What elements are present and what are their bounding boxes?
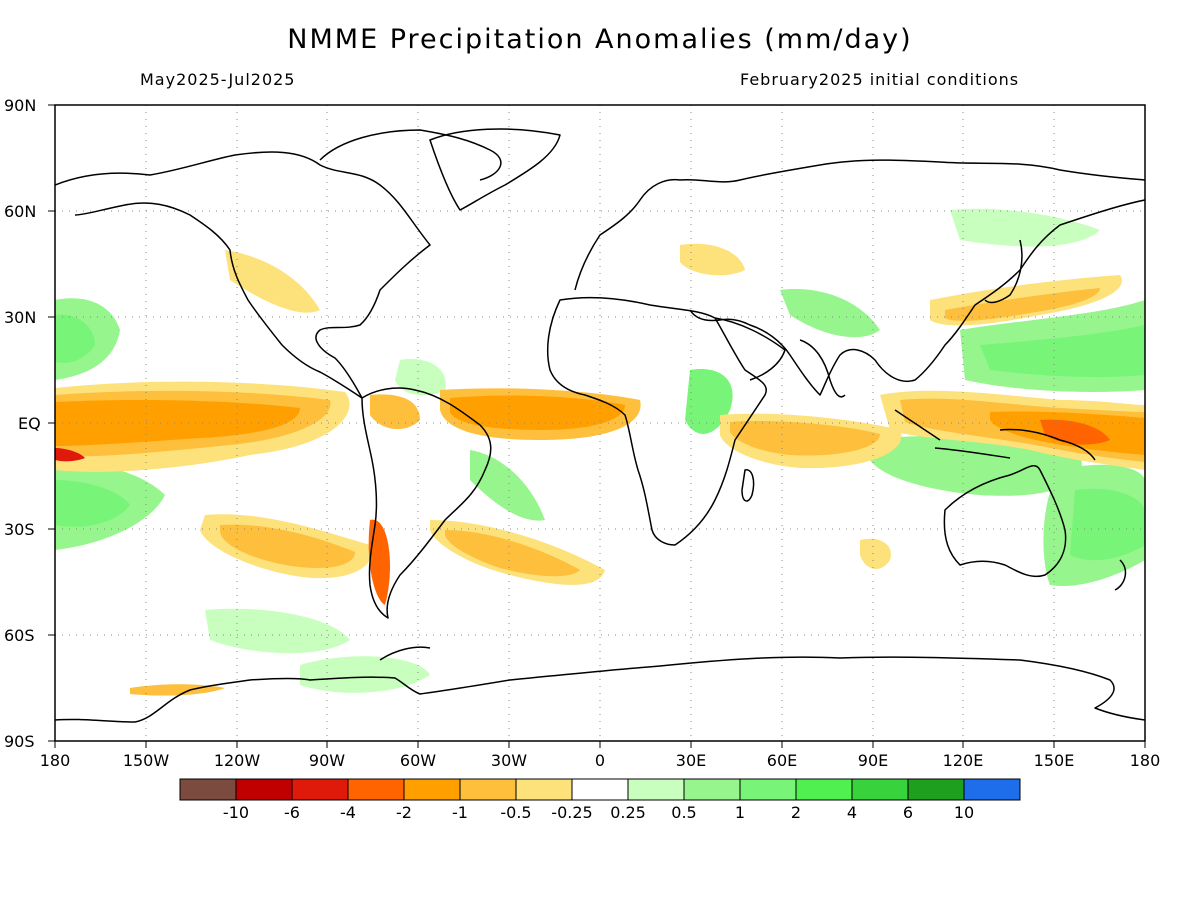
lat-label-30s: 30S	[4, 520, 35, 539]
lat-label-90s: 90S	[4, 732, 35, 751]
colorbar-swatch-0	[179, 778, 237, 801]
colorbar-swatch-3	[347, 778, 405, 801]
colorbar-swatch-11	[795, 778, 853, 801]
colorbar-swatch-8	[627, 778, 685, 801]
colorbar-swatch-2	[291, 778, 349, 801]
colorbar-label-5: -0.5	[500, 803, 532, 822]
lon-label-60w: 60W	[399, 751, 437, 770]
colorbar-label-1: -6	[284, 803, 300, 822]
colorbar-swatch-13	[907, 778, 965, 801]
colorbar-swatch-4	[403, 778, 461, 801]
lon-label-90w: 90W	[308, 751, 346, 770]
lon-label-180w: 180	[39, 751, 71, 770]
initial-conditions: February2025 initial conditions	[740, 70, 1020, 89]
colorbar-swatch-14	[963, 778, 1021, 801]
colorbar-label-13: 10	[953, 803, 975, 822]
forecast-period: May2025-Jul2025	[140, 70, 296, 89]
lon-label-120e: 120E	[942, 751, 984, 770]
colorbar-label-2: -4	[340, 803, 356, 822]
colorbar-label-11: 4	[846, 803, 858, 822]
map-title: NMME Precipitation Anomalies (mm/day)	[287, 24, 913, 55]
lon-label-0: 0	[594, 751, 606, 770]
lat-label-60s: 60S	[4, 626, 35, 645]
colorbar-swatch-10	[739, 778, 797, 801]
axis-ticks	[48, 104, 1146, 748]
colorbar-label-3: -2	[396, 803, 412, 822]
colorbar-swatch-9	[683, 778, 741, 801]
colorbar-swatch-7	[571, 778, 629, 801]
colorbar-label-0: -10	[222, 803, 250, 822]
lat-label-30n: 30N	[4, 308, 37, 327]
coastlines	[55, 128, 1145, 723]
lon-label-150w: 150W	[122, 751, 170, 770]
lon-label-150e: 150E	[1033, 751, 1075, 770]
colorbar-label-9: 1	[734, 803, 746, 822]
colorbar-swatch-1	[235, 778, 293, 801]
colorbar	[179, 778, 1021, 801]
lat-label-eq: EQ	[18, 414, 41, 433]
lat-label-60n: 60N	[4, 202, 37, 221]
colorbar-label-8: 0.5	[671, 803, 697, 822]
anomaly-field	[55, 208, 1145, 696]
colorbar-label-10: 2	[790, 803, 802, 822]
colorbar-swatch-12	[851, 778, 909, 801]
colorbar-label-4: -1	[452, 803, 468, 822]
lon-label-60e: 60E	[766, 751, 798, 770]
lon-label-90e: 90E	[857, 751, 889, 770]
colorbar-label-12: 6	[902, 803, 914, 822]
lon-label-120w: 120W	[213, 751, 261, 770]
graticule	[55, 105, 1145, 741]
lon-label-30e: 30E	[675, 751, 707, 770]
colorbar-swatch-6	[515, 778, 573, 801]
colorbar-swatch-5	[459, 778, 517, 801]
lat-label-90n: 90N	[4, 96, 37, 115]
colorbar-label-6: -0.25	[551, 803, 593, 822]
lon-label-30w: 30W	[490, 751, 528, 770]
lon-label-180e: 180	[1129, 751, 1161, 770]
colorbar-label-7: 0.25	[610, 803, 646, 822]
